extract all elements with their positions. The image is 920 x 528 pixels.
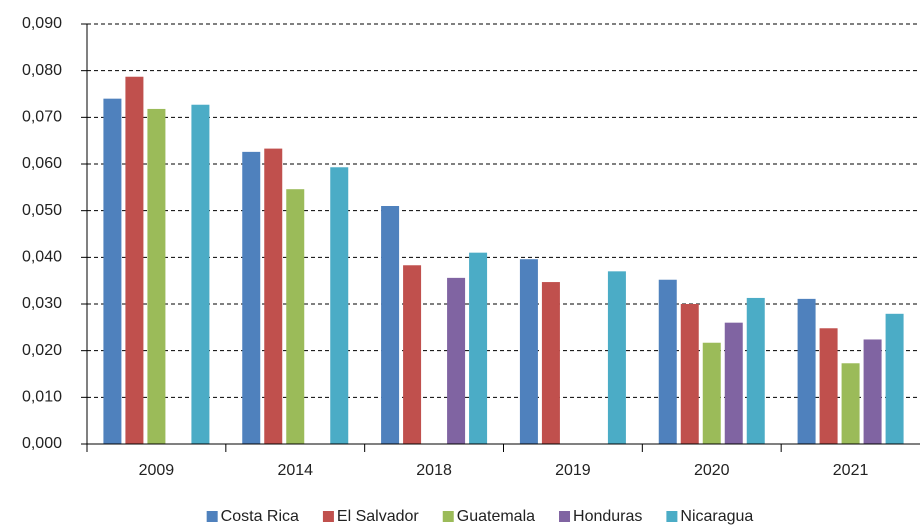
legend-label: Guatemala xyxy=(457,508,535,525)
legend-label: Honduras xyxy=(573,508,642,525)
x-tick-label: 2020 xyxy=(694,462,730,479)
y-tick-label: 0,040 xyxy=(22,249,62,266)
legend-label: Nicaragua xyxy=(680,508,753,525)
bar xyxy=(264,148,283,444)
bar xyxy=(607,271,626,444)
bar xyxy=(403,265,422,444)
bar xyxy=(863,339,882,444)
bar xyxy=(125,76,144,444)
y-tick-label: 0,030 xyxy=(22,295,62,312)
y-tick-label: 0,080 xyxy=(22,62,62,79)
legend-swatch xyxy=(322,511,334,522)
bar xyxy=(541,282,560,444)
y-tick-label: 0,060 xyxy=(22,155,62,172)
bar xyxy=(819,328,838,444)
x-tick-label: 2018 xyxy=(416,462,452,479)
bar xyxy=(885,313,904,444)
legend-swatch xyxy=(666,511,678,522)
bar xyxy=(469,252,488,444)
bar xyxy=(841,363,860,444)
legend-label: Costa Rica xyxy=(221,508,299,525)
y-tick-label: 0,090 xyxy=(22,15,62,32)
bar xyxy=(797,298,816,444)
bar xyxy=(242,151,261,444)
bar xyxy=(330,167,349,444)
bar xyxy=(191,104,210,444)
bar xyxy=(519,259,538,444)
legend-label: El Salvador xyxy=(337,508,419,525)
x-tick-label: 2021 xyxy=(833,462,869,479)
bar xyxy=(286,189,305,444)
bar xyxy=(658,279,677,444)
bar xyxy=(724,322,743,444)
y-tick-label: 0,020 xyxy=(22,342,62,359)
bar xyxy=(680,304,699,444)
bar xyxy=(381,206,400,444)
bar xyxy=(103,98,122,445)
bar xyxy=(447,277,466,444)
y-tick-label: 0,050 xyxy=(22,202,62,219)
bar xyxy=(702,342,721,444)
bar xyxy=(746,297,765,444)
y-tick-label: 0,000 xyxy=(22,435,62,452)
x-tick-label: 2014 xyxy=(277,462,313,479)
bar xyxy=(147,108,166,444)
x-tick-label: 2009 xyxy=(139,462,175,479)
x-tick-label: 2019 xyxy=(555,462,591,479)
legend-swatch xyxy=(442,511,454,522)
legend-swatch xyxy=(206,511,218,522)
y-tick-label: 0,070 xyxy=(22,109,62,126)
legend-swatch xyxy=(559,511,571,522)
y-tick-label: 0,010 xyxy=(22,389,62,406)
